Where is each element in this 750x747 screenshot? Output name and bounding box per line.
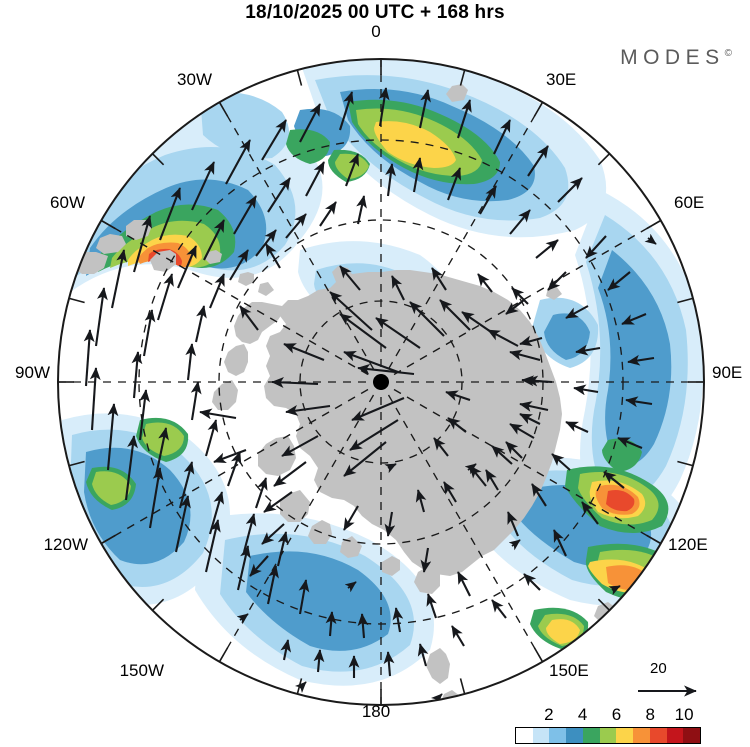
colorbar-segment-3 <box>566 728 583 743</box>
colorbar-segment-10 <box>683 728 701 743</box>
longitude-label-30w: 30W <box>177 70 212 89</box>
vector-scale-key: 20 <box>636 660 726 706</box>
wind-vector-layer <box>83 87 655 678</box>
longitude-label-60w: 60W <box>50 193 85 212</box>
longitude-label-180: 180 <box>361 702 391 721</box>
colorbar-segment-2 <box>549 728 567 743</box>
colorbar-tick-6: 6 <box>611 705 622 724</box>
longitude-label-0: 0 <box>371 22 381 41</box>
map-field-layer <box>58 59 704 705</box>
colorbar-segment-9 <box>666 728 684 743</box>
boundary-ticks <box>58 59 704 705</box>
colorbar-segment-1 <box>532 728 550 743</box>
colorbar-tick-2: 2 <box>544 705 554 724</box>
modes-logo: MODES© <box>620 46 732 70</box>
colorbar-segment-6 <box>616 728 634 743</box>
south-pole-dot <box>373 374 389 390</box>
colorbar-segment-4 <box>582 728 600 743</box>
colorbar-tick-4: 4 <box>577 705 588 724</box>
colorbar-tick-10: 10 <box>674 705 694 724</box>
longitude-label-30e: 30E <box>546 70 577 89</box>
copyright-icon: © <box>724 48 732 59</box>
page-title: 18/10/2025 00 UTC + 168 hrs <box>245 2 505 23</box>
colorbar <box>515 727 701 744</box>
longitude-label-90w: 90W <box>15 363 50 382</box>
colorbar-segment-5 <box>599 728 617 743</box>
land-layer <box>74 84 616 705</box>
colorbar-tick-8: 8 <box>645 705 655 724</box>
brand-text: MODES <box>620 46 725 69</box>
colorbar-segment-0 <box>516 728 533 743</box>
longitude-label-150e: 150E <box>549 661 589 680</box>
longitude-label-120e: 120E <box>668 535 708 554</box>
colorbar-segment-8 <box>649 728 667 743</box>
vector-scale-value: 20 <box>650 660 667 677</box>
longitude-label-120w: 120W <box>43 535 88 554</box>
longitude-label-150w: 150W <box>119 661 164 680</box>
reference-wind-arrow-icon <box>638 685 697 697</box>
longitude-label-60e: 60E <box>674 193 705 212</box>
longitude-label-90e: 90E <box>712 363 743 382</box>
colorbar-tick-labels: 2 4 6 8 10 <box>515 705 701 726</box>
colorbar-segment-7 <box>633 728 650 743</box>
